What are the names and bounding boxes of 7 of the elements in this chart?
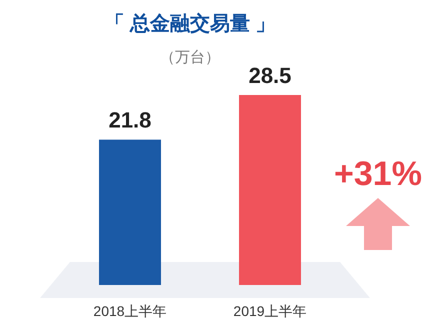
x-tick-label: 2019上半年	[233, 303, 307, 319]
x-tick-label: 2018上半年	[93, 303, 167, 319]
chart-subtitle: （万台）	[160, 49, 220, 66]
data-label: 28.5	[248, 63, 292, 88]
chart-title: 「 总金融交易量 」	[104, 12, 276, 35]
annotation: +31%	[334, 155, 422, 193]
data-label: 21.8	[108, 108, 152, 133]
